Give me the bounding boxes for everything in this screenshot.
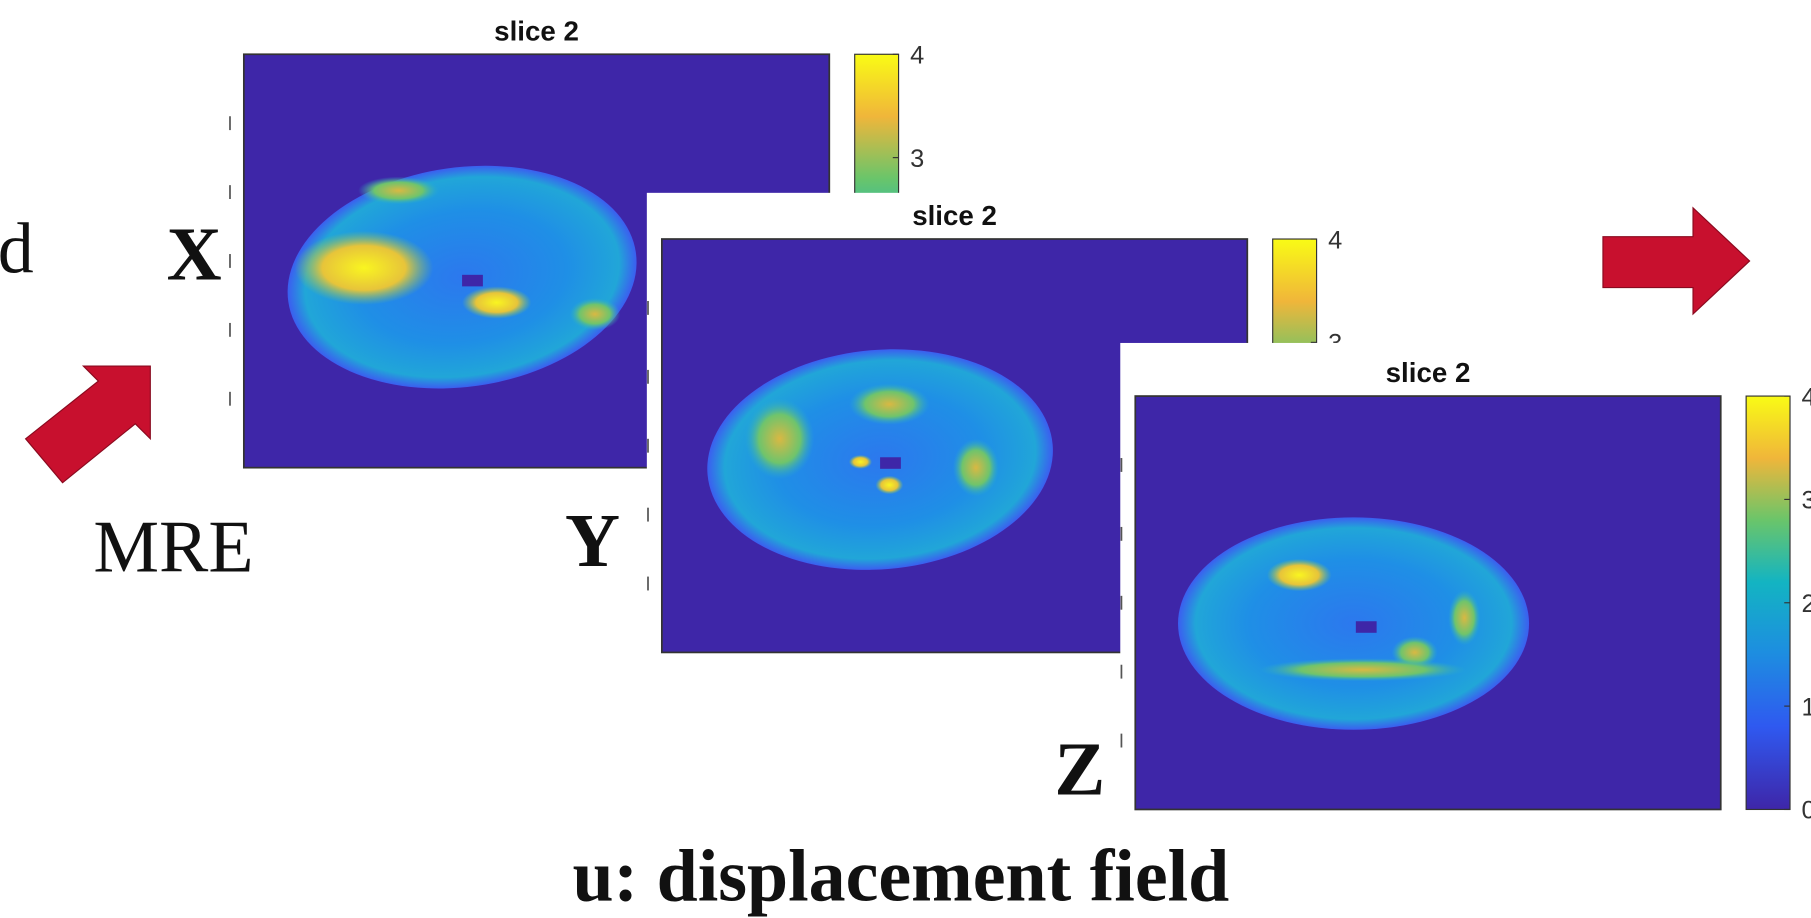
colorbar-tick-label: 4 <box>1328 226 1342 254</box>
left-text: d <box>0 210 34 289</box>
colorbar-tick-label: 4 <box>1802 383 1811 411</box>
colorbar-tick-label: 3 <box>1802 487 1811 515</box>
tissue-highlight <box>358 177 439 205</box>
tissue-highlight <box>1267 559 1332 591</box>
tissue-highlight <box>569 298 620 330</box>
colorbar-tick-label: 0 <box>1802 797 1811 825</box>
colorbar-tick-label: 3 <box>910 145 924 173</box>
hole <box>1356 621 1377 633</box>
hole <box>462 275 483 287</box>
axis-label: X <box>167 212 222 296</box>
tissue-highlight <box>462 286 531 318</box>
tissue-highlight <box>849 383 930 425</box>
tissue-highlight <box>953 439 999 497</box>
tissue-highlight <box>295 231 434 305</box>
tissue-highlight <box>1259 658 1467 681</box>
colorbar-tick-label: 2 <box>1802 590 1811 618</box>
panel-title: slice 2 <box>1386 357 1471 388</box>
tissue-highlight <box>875 476 903 494</box>
colorbar <box>1746 396 1790 809</box>
panel-title: slice 2 <box>494 15 579 46</box>
diagram: d MRE slice 2X43slice 2Y43slice 2Z43210 … <box>0 0 1811 918</box>
caption: u: displacement field <box>572 835 1229 917</box>
tissue-highlight <box>1448 590 1480 645</box>
colorbar-tick-label: 4 <box>910 42 924 70</box>
axis-label: Y <box>565 499 620 583</box>
panel: slice 2 Z 4 3 2 1 0 <box>1054 343 1811 851</box>
hole <box>880 457 901 469</box>
arrow <box>1603 208 1750 314</box>
mre-label: MRE <box>93 506 253 588</box>
panel-title: slice 2 <box>912 200 997 231</box>
tissue-highlight <box>745 398 814 479</box>
arrow <box>26 366 151 483</box>
axis-label: Z <box>1054 727 1105 811</box>
colorbar-tick-label: 1 <box>1802 693 1811 721</box>
tissue-highlight <box>849 455 872 469</box>
